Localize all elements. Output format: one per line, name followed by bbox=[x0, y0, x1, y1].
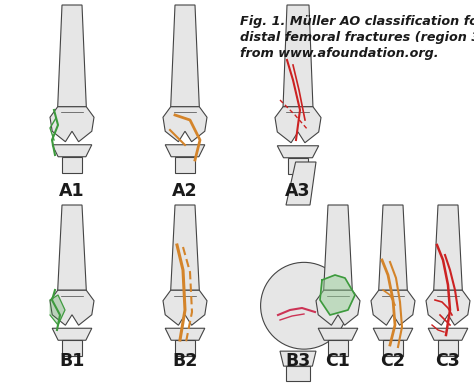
Polygon shape bbox=[428, 328, 468, 340]
Polygon shape bbox=[426, 290, 470, 325]
Polygon shape bbox=[165, 145, 205, 157]
Text: C1: C1 bbox=[326, 352, 350, 370]
Polygon shape bbox=[324, 205, 352, 290]
Polygon shape bbox=[175, 157, 195, 173]
Text: Fig. 1. Müller AO classification for: Fig. 1. Müller AO classification for bbox=[240, 15, 474, 28]
Polygon shape bbox=[283, 5, 313, 107]
Polygon shape bbox=[52, 328, 92, 340]
Polygon shape bbox=[163, 107, 207, 142]
Polygon shape bbox=[171, 205, 199, 290]
Polygon shape bbox=[438, 340, 458, 356]
Text: A1: A1 bbox=[59, 182, 85, 200]
Text: from www.afoundation.org.: from www.afoundation.org. bbox=[240, 47, 438, 60]
Text: B2: B2 bbox=[173, 352, 198, 370]
Polygon shape bbox=[58, 205, 86, 290]
Polygon shape bbox=[163, 290, 207, 325]
Text: A2: A2 bbox=[172, 182, 198, 200]
Polygon shape bbox=[373, 328, 413, 340]
Polygon shape bbox=[383, 340, 403, 356]
Text: C3: C3 bbox=[436, 352, 460, 370]
Text: B3: B3 bbox=[285, 352, 310, 370]
Polygon shape bbox=[286, 366, 310, 381]
Circle shape bbox=[261, 262, 347, 349]
Polygon shape bbox=[50, 290, 94, 325]
Polygon shape bbox=[286, 162, 316, 205]
Polygon shape bbox=[318, 328, 358, 340]
Text: distal femoral fractures (region 33): distal femoral fractures (region 33) bbox=[240, 31, 474, 44]
Polygon shape bbox=[62, 157, 82, 173]
Polygon shape bbox=[320, 275, 355, 315]
Polygon shape bbox=[280, 351, 316, 366]
Polygon shape bbox=[277, 146, 319, 158]
Polygon shape bbox=[434, 205, 462, 290]
Polygon shape bbox=[316, 290, 360, 325]
Polygon shape bbox=[275, 107, 321, 143]
Polygon shape bbox=[52, 145, 92, 157]
Text: C2: C2 bbox=[381, 352, 405, 370]
Polygon shape bbox=[171, 5, 199, 107]
Polygon shape bbox=[50, 107, 94, 142]
Polygon shape bbox=[379, 205, 407, 290]
Polygon shape bbox=[62, 340, 82, 356]
Polygon shape bbox=[165, 328, 205, 340]
Text: B1: B1 bbox=[59, 352, 85, 370]
Polygon shape bbox=[58, 5, 86, 107]
Polygon shape bbox=[288, 158, 309, 174]
Polygon shape bbox=[371, 290, 415, 325]
Text: A3: A3 bbox=[285, 182, 311, 200]
Polygon shape bbox=[175, 340, 195, 356]
Polygon shape bbox=[328, 340, 348, 356]
Polygon shape bbox=[50, 295, 65, 325]
